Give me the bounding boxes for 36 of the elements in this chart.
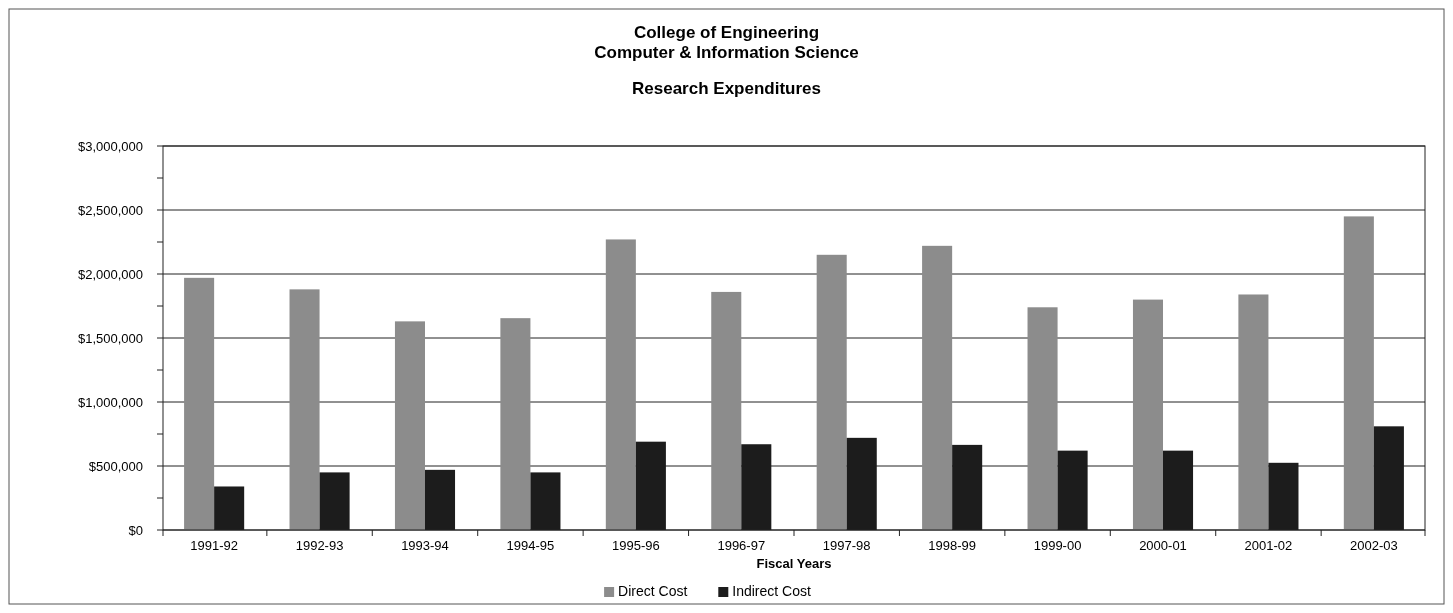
y-tick-label: $1,000,000: [77, 394, 143, 410]
x-tick-label: 1991-92: [190, 538, 238, 553]
bar: [1343, 216, 1374, 530]
x-tick-label: 2001-02: [1244, 538, 1293, 553]
bar: [816, 254, 847, 530]
chart-title: College of Engineering Computer & Information Science: [594, 23, 859, 62]
x-tick-label: 1992-93: [295, 538, 344, 553]
bar: [1132, 299, 1164, 530]
bar: [394, 321, 425, 530]
chart-subtitle: Research Expenditures: [632, 79, 821, 98]
y-tick-label: $3,000,000: [77, 138, 143, 154]
bar: [605, 239, 636, 530]
bar: [500, 318, 531, 530]
bar: [289, 289, 320, 530]
x-tick-label: 1998-99: [928, 538, 976, 553]
legend-label: Indirect Cost: [732, 583, 811, 599]
bar: [1027, 307, 1058, 530]
y-tick-label: $0: [128, 522, 143, 538]
x-tick-label: 1999-00: [1033, 538, 1082, 553]
x-axis-title: Fiscal Years: [756, 556, 832, 571]
x-tick-label: 1993-94: [401, 538, 449, 553]
bar: [1238, 294, 1269, 530]
y-tick-label: $500,000: [88, 458, 143, 474]
bar: [184, 277, 215, 530]
x-tick-label: 1997-98: [822, 538, 871, 553]
bar: [711, 291, 742, 530]
x-tick-label: 2002-03: [1350, 538, 1398, 553]
x-tick-label: 2000-01: [1139, 538, 1187, 553]
y-tick-label: $2,500,000: [77, 202, 143, 218]
legend-label: Direct Cost: [618, 583, 688, 599]
x-tick-label: 1994-95: [506, 538, 555, 553]
y-tick-label: $1,500,000: [77, 330, 143, 346]
y-tick-label: $2,000,000: [77, 266, 143, 282]
x-tick-label: 1995-96: [612, 538, 660, 553]
bar: [922, 245, 953, 530]
x-tick-label: 1996-97: [717, 538, 766, 553]
